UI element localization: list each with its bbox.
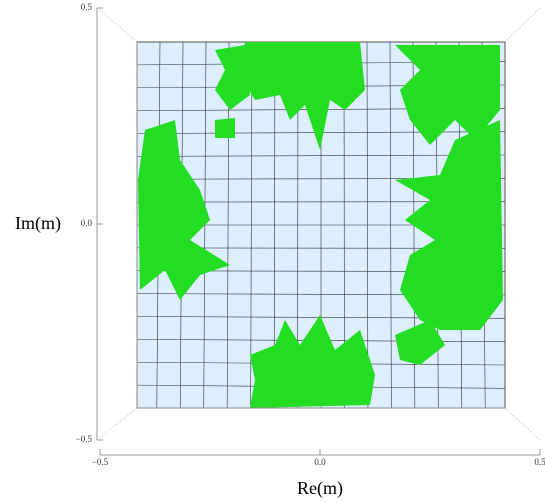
mesh-line xyxy=(366,41,369,409)
y-tick-label: 0.5 xyxy=(81,2,93,12)
x-axis-label: Re(m) xyxy=(297,478,343,499)
region xyxy=(240,42,365,150)
region xyxy=(395,45,500,145)
region xyxy=(215,118,235,138)
mesh-line xyxy=(389,41,392,409)
regions xyxy=(138,42,503,408)
region xyxy=(250,315,375,408)
region xyxy=(215,45,250,110)
region xyxy=(395,320,445,365)
x-tick-label: 0.0 xyxy=(314,457,326,467)
y-tick-label: 0.0 xyxy=(81,218,93,228)
box-edges xyxy=(96,7,541,441)
y-axis-label: Im(m) xyxy=(15,213,61,234)
region xyxy=(138,120,230,300)
x-tick-label: 0.5 xyxy=(534,457,545,467)
region xyxy=(395,120,503,330)
x-tick-label: −0.5 xyxy=(92,457,109,467)
y-tick-label: −0.5 xyxy=(76,434,93,444)
